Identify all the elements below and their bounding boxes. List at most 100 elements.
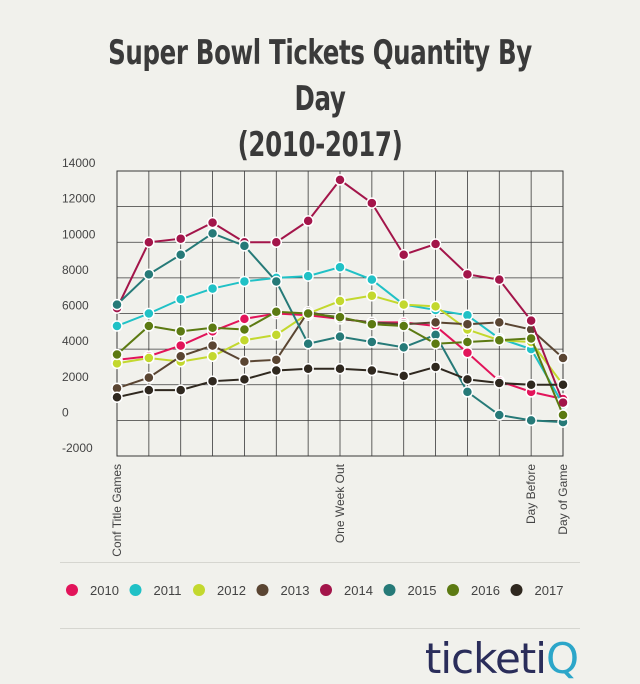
- chart-subtitle: (2010-2017): [237, 125, 403, 165]
- data-point-2014: [270, 236, 283, 248]
- y-tick-label: 8000: [62, 263, 89, 277]
- data-point-2011: [174, 293, 187, 305]
- brand-main: ticketi: [424, 634, 547, 683]
- data-point-2017: [557, 379, 569, 391]
- data-point-2014: [493, 273, 506, 286]
- data-point-2013: [493, 316, 506, 329]
- data-point-2011: [366, 273, 378, 286]
- legend-marker-2012: [193, 584, 205, 596]
- data-point-2015: [302, 338, 314, 350]
- data-point-2015: [525, 414, 537, 427]
- data-point-2017: [429, 361, 442, 373]
- legend-label: 2013: [281, 583, 310, 598]
- data-point-2013: [143, 371, 155, 384]
- data-point-2016: [238, 323, 251, 336]
- chart-title-main: Super Bowl Tickets Quantity By Day: [108, 33, 532, 119]
- x-tick-label: Day Before: [524, 464, 538, 524]
- data-point-2017: [493, 377, 506, 389]
- data-point-2015: [461, 386, 474, 398]
- y-tick-label: 2000: [62, 370, 89, 384]
- y-tick-label: 4000: [62, 334, 89, 348]
- legend-label: 2015: [408, 583, 437, 598]
- legend-label: 2014: [344, 583, 373, 598]
- data-point-2017: [238, 373, 251, 386]
- data-point-2015: [334, 330, 346, 343]
- data-point-2017: [366, 364, 378, 377]
- data-point-2016: [557, 409, 569, 421]
- legend-marker-2015: [383, 584, 396, 596]
- legend-divider-top: [60, 562, 580, 563]
- data-point-2013: [429, 316, 442, 329]
- x-tick-label: Day of Game: [556, 464, 570, 535]
- data-point-2016: [397, 320, 410, 332]
- data-point-2013: [174, 350, 187, 362]
- data-point-2017: [397, 370, 410, 382]
- data-point-2014: [206, 216, 219, 229]
- data-point-2014: [525, 314, 537, 327]
- data-point-2016: [206, 322, 219, 334]
- data-point-2014: [174, 232, 187, 245]
- data-point-2017: [270, 364, 283, 377]
- legend-label: 2012: [217, 583, 246, 598]
- x-tick-label: Conf Title Games: [110, 464, 124, 557]
- legend-label: 2010: [90, 583, 119, 598]
- data-point-2011: [302, 270, 314, 282]
- data-point-2013: [206, 339, 219, 352]
- y-tick-label: 14000: [62, 156, 96, 170]
- data-point-2014: [334, 174, 346, 186]
- data-point-2016: [366, 318, 378, 330]
- data-point-2016: [302, 307, 314, 320]
- legend-divider-bottom: [60, 628, 580, 629]
- data-point-2011: [143, 307, 155, 320]
- data-point-2016: [461, 336, 474, 348]
- data-point-2011: [111, 320, 123, 332]
- data-point-2015: [397, 341, 410, 354]
- data-point-2015: [270, 275, 283, 288]
- data-point-2015: [206, 227, 219, 240]
- data-point-2017: [525, 379, 537, 391]
- data-point-2014: [397, 248, 410, 261]
- y-tick-label: 6000: [62, 299, 89, 313]
- legend-marker-2013: [256, 584, 269, 596]
- data-point-2016: [143, 320, 155, 332]
- data-point-2013: [557, 352, 569, 364]
- y-tick-label: 12000: [62, 192, 96, 206]
- data-point-2015: [174, 248, 187, 261]
- data-point-2017: [206, 375, 219, 387]
- data-point-2014: [302, 215, 314, 227]
- data-point-2012: [334, 295, 346, 307]
- data-point-2015: [366, 336, 378, 348]
- legend-marker-2010: [66, 584, 78, 596]
- data-point-2013: [270, 354, 283, 366]
- data-point-2017: [143, 384, 155, 396]
- data-point-2011: [206, 282, 219, 295]
- data-point-2010: [238, 313, 251, 325]
- data-point-2017: [334, 362, 346, 375]
- data-point-2012: [366, 289, 378, 302]
- data-point-2016: [111, 348, 123, 361]
- data-point-2015: [143, 268, 155, 281]
- data-point-2015: [111, 298, 123, 311]
- legend-marker-2014: [320, 584, 332, 596]
- legend-marker-2011: [129, 584, 142, 596]
- data-point-2016: [270, 305, 283, 318]
- legend-label: 2017: [535, 583, 564, 598]
- legend-label: 2011: [154, 583, 182, 598]
- data-point-2012: [238, 334, 251, 346]
- data-point-2016: [174, 325, 187, 338]
- data-point-2014: [429, 238, 442, 250]
- data-point-2012: [270, 329, 283, 341]
- data-point-2013: [238, 355, 251, 368]
- data-point-2016: [334, 311, 346, 323]
- data-point-2014: [366, 197, 378, 209]
- data-point-2014: [143, 236, 155, 248]
- data-point-2017: [111, 391, 123, 403]
- data-point-2016: [493, 334, 506, 346]
- data-point-2016: [429, 338, 442, 350]
- data-point-2017: [174, 384, 187, 396]
- data-point-2017: [302, 362, 314, 375]
- data-point-2013: [461, 318, 474, 330]
- y-tick-label: -2000: [62, 441, 93, 455]
- data-point-2012: [143, 352, 155, 364]
- data-point-2015: [238, 240, 251, 252]
